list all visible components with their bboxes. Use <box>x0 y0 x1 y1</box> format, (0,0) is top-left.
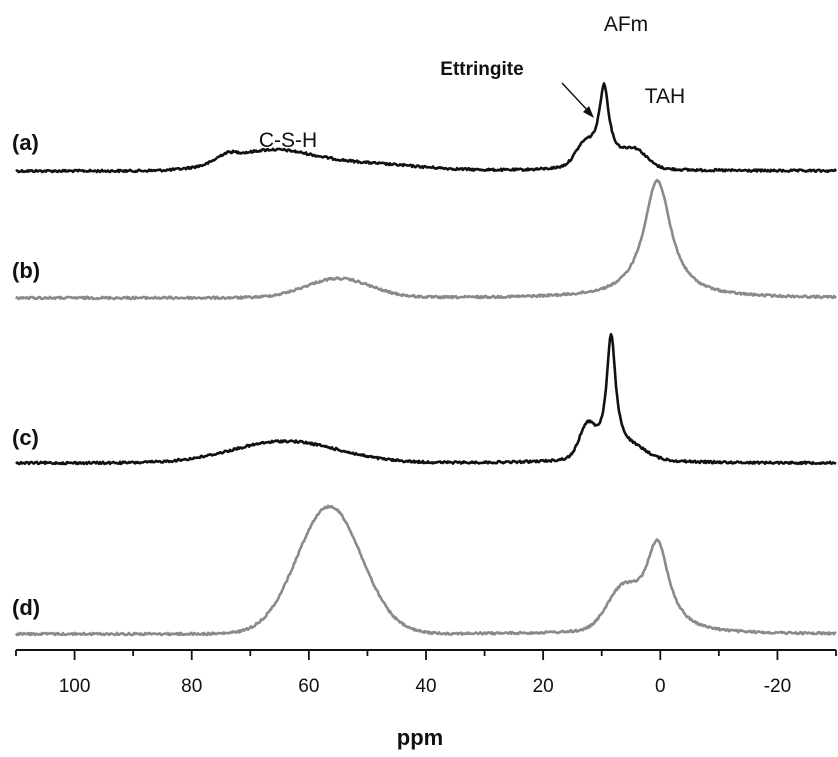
spectrum-line-b <box>14 178 838 301</box>
annotation-ettringite: Ettringite <box>440 59 523 80</box>
x-axis-tick-labels: 100 80 60 40 20 0 -20 <box>59 676 791 697</box>
panel-label-d: (d) <box>12 595 40 620</box>
spectrum-line-c <box>15 333 837 466</box>
ettringite-arrow-line <box>561 82 591 114</box>
annotation-tah: TAH <box>645 85 685 108</box>
x-axis-ticks <box>15 650 837 660</box>
panel-labels: (a) (b) (c) (d) <box>12 130 40 620</box>
tick-label-40: 40 <box>415 676 436 697</box>
spectra-group <box>14 82 838 637</box>
x-axis: 100 80 60 40 20 0 -20 ppm <box>15 649 837 750</box>
annotation-afm: AFm <box>604 13 648 36</box>
ettringite-arrow-head <box>583 106 594 118</box>
tick-label-20: 20 <box>533 676 554 697</box>
panel-label-a: (a) <box>12 130 39 155</box>
peak-annotations: C-S-H AFm Ettringite TAH <box>259 13 685 152</box>
panel-label-b: (b) <box>12 258 40 283</box>
panel-label-c: (c) <box>12 425 39 450</box>
spectrum-line-d <box>14 504 837 637</box>
spectrum-line-a <box>15 82 838 174</box>
tick-label-0: 0 <box>655 676 666 697</box>
tick-label-80: 80 <box>181 676 202 697</box>
tick-label--20: -20 <box>764 676 791 697</box>
x-axis-title: ppm <box>397 725 443 750</box>
tick-label-60: 60 <box>298 676 319 697</box>
annotation-csh: C-S-H <box>259 129 317 152</box>
tick-label-100: 100 <box>59 676 91 697</box>
